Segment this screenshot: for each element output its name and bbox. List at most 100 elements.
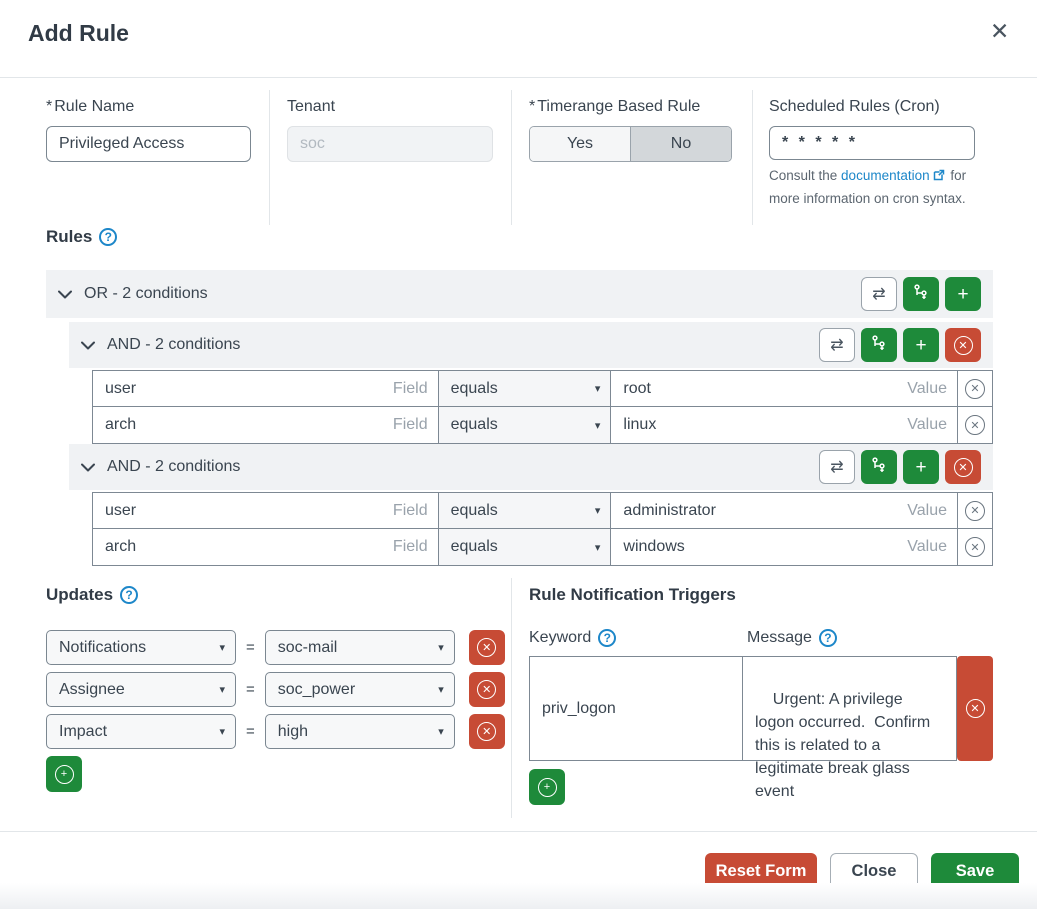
cron-input[interactable]: * * * * * bbox=[769, 126, 975, 160]
update-key-select[interactable]: Impact ▾ bbox=[46, 714, 236, 749]
update-value-select[interactable]: soc-mail ▾ bbox=[264, 630, 455, 665]
value-placeholder: Value bbox=[907, 538, 948, 555]
value-input[interactable]: administrator Value bbox=[610, 493, 957, 528]
caret-down-icon: ▾ bbox=[594, 419, 601, 432]
operator-select[interactable]: equals ▾ bbox=[437, 493, 611, 528]
add-update-button[interactable]: + bbox=[46, 756, 82, 792]
swap-connector-button[interactable]: ⇄ bbox=[819, 328, 855, 362]
rule-name-value: Privileged Access bbox=[59, 135, 185, 152]
required-mark: * bbox=[529, 98, 536, 115]
keyword-value: priv_logon bbox=[542, 699, 616, 717]
or-group-buttons: ⇄ + bbox=[861, 277, 981, 311]
and-group-label: AND - 2 conditions bbox=[107, 458, 241, 475]
keyword-help-icon[interactable]: ? bbox=[598, 629, 617, 647]
condition-row: user Field equals ▾ administrator Value ✕ bbox=[93, 493, 992, 529]
updates-section-header: Updates ? bbox=[46, 585, 139, 605]
message-help-icon[interactable]: ? bbox=[818, 629, 837, 647]
delete-update-button[interactable]: ✕ bbox=[468, 630, 505, 665]
field-input[interactable]: arch Field bbox=[105, 538, 428, 555]
update-row: Assignee ▾ = soc_power ▾ ✕ bbox=[46, 672, 505, 707]
message-label: Message ? bbox=[747, 629, 837, 647]
equals-sign: = bbox=[246, 723, 255, 740]
delete-condition-button[interactable]: ✕ bbox=[957, 407, 992, 443]
delete-trigger-button[interactable]: ✕ bbox=[957, 656, 993, 761]
field-input[interactable]: user Field bbox=[105, 379, 428, 397]
header-divider bbox=[0, 77, 1037, 78]
add-condition-button[interactable]: + bbox=[903, 328, 939, 362]
rules-section-header: Rules ? bbox=[46, 227, 118, 247]
delete-group-button[interactable]: ✕ bbox=[945, 328, 981, 362]
add-subgroup-button[interactable] bbox=[861, 450, 897, 484]
add-subgroup-button[interactable] bbox=[903, 277, 939, 311]
keyword-label: Keyword ? bbox=[529, 629, 617, 647]
updates-help-icon[interactable]: ? bbox=[120, 586, 139, 604]
timerange-label: * Timerange Based Rule bbox=[529, 98, 701, 115]
caret-down-icon: ▾ bbox=[438, 726, 444, 738]
operator-select[interactable]: equals ▾ bbox=[437, 407, 611, 443]
swap-connector-button[interactable]: ⇄ bbox=[819, 450, 855, 484]
close-icon[interactable]: ✕ bbox=[990, 18, 1010, 44]
value-placeholder: Value bbox=[907, 416, 948, 433]
triggers-section-header: Rule Notification Triggers bbox=[529, 585, 736, 605]
and-group-buttons: ⇄ + ✕ bbox=[819, 328, 981, 362]
keyword-textarea[interactable]: priv_logon bbox=[529, 656, 743, 761]
column-divider bbox=[511, 578, 512, 818]
field-input[interactable]: user Field bbox=[105, 501, 428, 519]
delete-condition-button[interactable]: ✕ bbox=[957, 529, 992, 565]
chevron-down-icon[interactable] bbox=[81, 463, 95, 472]
operator-select[interactable]: equals ▾ bbox=[437, 529, 611, 565]
swap-icon: ⇄ bbox=[830, 459, 844, 476]
footer-divider bbox=[0, 831, 1037, 832]
caret-down-icon: ▾ bbox=[594, 505, 601, 517]
caret-down-icon: ▾ bbox=[594, 383, 601, 395]
swap-icon: ⇄ bbox=[872, 286, 886, 303]
delete-condition-button[interactable]: ✕ bbox=[957, 371, 992, 406]
operator-select[interactable]: equals ▾ bbox=[437, 371, 611, 406]
rules-help-icon[interactable]: ? bbox=[99, 228, 118, 246]
updates-section-label: Updates bbox=[46, 585, 114, 604]
message-textarea[interactable]: Urgent: A privilege logon occurred. Conf… bbox=[742, 656, 957, 800]
toggle-option-no[interactable]: No bbox=[630, 127, 731, 161]
add-condition-button[interactable]: + bbox=[903, 450, 939, 484]
delete-group-button[interactable]: ✕ bbox=[945, 450, 981, 484]
circle-x-icon: ✕ bbox=[477, 722, 497, 741]
value-input[interactable]: windows Value bbox=[610, 529, 957, 565]
page-backdrop bbox=[0, 883, 1037, 909]
rules-section-label: Rules bbox=[46, 227, 93, 246]
swap-connector-button[interactable]: ⇄ bbox=[861, 277, 897, 311]
delete-update-button[interactable]: ✕ bbox=[468, 672, 505, 707]
circle-x-icon: ✕ bbox=[965, 415, 985, 435]
caret-down-icon: ▾ bbox=[438, 684, 444, 696]
tenant-input: soc bbox=[287, 126, 493, 162]
delete-condition-button[interactable]: ✕ bbox=[957, 493, 992, 528]
field-placeholder: Field bbox=[392, 379, 428, 397]
chevron-down-icon[interactable] bbox=[58, 290, 72, 299]
update-key-select[interactable]: Notifications ▾ bbox=[46, 630, 236, 665]
circle-x-icon: ✕ bbox=[965, 500, 985, 521]
documentation-link[interactable]: documentation bbox=[841, 168, 930, 183]
and-group-header: AND - 2 conditions ⇄ + ✕ bbox=[69, 444, 993, 490]
add-condition-button[interactable]: + bbox=[945, 277, 981, 311]
delete-update-button[interactable]: ✕ bbox=[468, 714, 505, 749]
update-value-select[interactable]: soc_power ▾ bbox=[264, 672, 455, 707]
value-placeholder: Value bbox=[907, 379, 948, 397]
caret-down-icon: ▾ bbox=[219, 642, 225, 654]
caret-down-icon: ▾ bbox=[219, 726, 225, 738]
toggle-option-yes[interactable]: Yes bbox=[530, 127, 630, 161]
value-input[interactable]: root Value bbox=[610, 371, 957, 406]
update-value-select[interactable]: high ▾ bbox=[264, 714, 455, 749]
update-row: Impact ▾ = high ▾ ✕ bbox=[46, 714, 505, 749]
branch-add-icon bbox=[913, 283, 929, 305]
value-input[interactable]: linux Value bbox=[610, 407, 957, 443]
condition-table: user Field equals ▾ administrator Value ✕ a… bbox=[92, 492, 993, 566]
add-trigger-button[interactable]: + bbox=[529, 769, 565, 805]
field-input[interactable]: arch Field bbox=[105, 416, 428, 433]
chevron-down-icon[interactable] bbox=[81, 341, 95, 350]
add-subgroup-button[interactable] bbox=[861, 328, 897, 362]
plus-icon: + bbox=[915, 334, 927, 356]
equals-sign: = bbox=[246, 681, 255, 698]
rule-name-input[interactable]: Privileged Access bbox=[46, 126, 251, 162]
value-placeholder: Value bbox=[907, 501, 948, 519]
update-row: Notifications ▾ = soc-mail ▾ ✕ bbox=[46, 630, 505, 665]
update-key-select[interactable]: Assignee ▾ bbox=[46, 672, 236, 707]
